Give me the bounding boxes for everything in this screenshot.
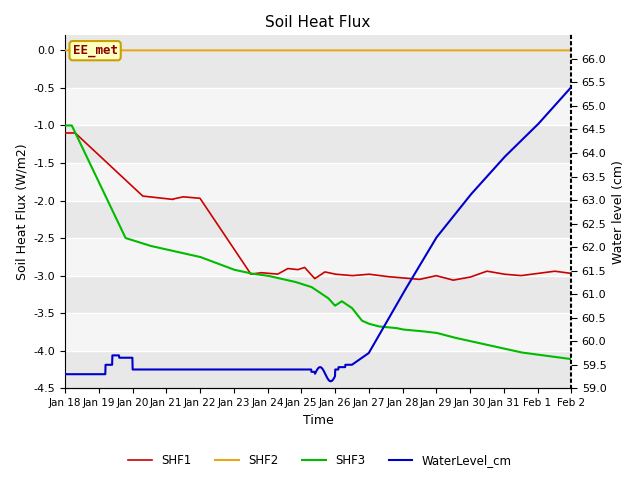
Bar [65,201,572,238]
SHF1 [460,276,468,281]
WaterLevel_cm [568,84,575,90]
SHF2 [87,48,95,53]
SHF1 [568,271,575,276]
SHF2 [553,48,561,53]
Line: SHF3: SHF3 [65,125,572,359]
SHF1 [553,269,561,275]
WaterLevel_cm [307,367,315,372]
Bar [65,313,572,351]
Y-axis label: Soil Heat Flux (W/m2): Soil Heat Flux (W/m2) [15,144,28,280]
Line: SHF1: SHF1 [65,133,572,280]
SHF1 [61,130,69,136]
SHF1 [87,145,95,151]
WaterLevel_cm [553,101,561,107]
SHF3 [460,337,467,343]
SHF3 [553,354,561,360]
SHF3 [552,354,560,360]
SHF3 [307,284,315,290]
WaterLevel_cm [327,378,335,384]
SHF2 [61,48,69,53]
WaterLevel_cm [61,372,69,377]
Title: Soil Heat Flux: Soil Heat Flux [266,15,371,30]
X-axis label: Time: Time [303,414,333,427]
SHF2 [568,48,575,53]
SHF3 [61,122,69,128]
WaterLevel_cm [460,200,468,206]
SHF2 [460,48,467,53]
Y-axis label: Water level (cm): Water level (cm) [612,160,625,264]
Text: EE_met: EE_met [72,44,118,57]
SHF3 [568,356,575,362]
Bar [65,238,572,276]
WaterLevel_cm [294,367,301,372]
Bar [65,351,572,388]
SHF3 [87,163,95,168]
Bar [65,50,572,88]
SHF2 [294,48,301,53]
SHF1 [294,267,301,273]
Line: WaterLevel_cm: WaterLevel_cm [65,87,572,381]
Legend: SHF1, SHF2, SHF3, WaterLevel_cm: SHF1, SHF2, SHF3, WaterLevel_cm [124,449,516,472]
WaterLevel_cm [87,372,95,377]
WaterLevel_cm [553,100,561,106]
Bar [65,276,572,313]
Bar [65,125,572,163]
SHF1 [307,272,315,277]
SHF2 [307,48,315,53]
Bar [65,163,572,201]
Bar [65,88,572,125]
SHF1 [449,277,457,283]
SHF1 [553,269,561,275]
SHF2 [552,48,560,53]
SHF3 [294,280,301,286]
